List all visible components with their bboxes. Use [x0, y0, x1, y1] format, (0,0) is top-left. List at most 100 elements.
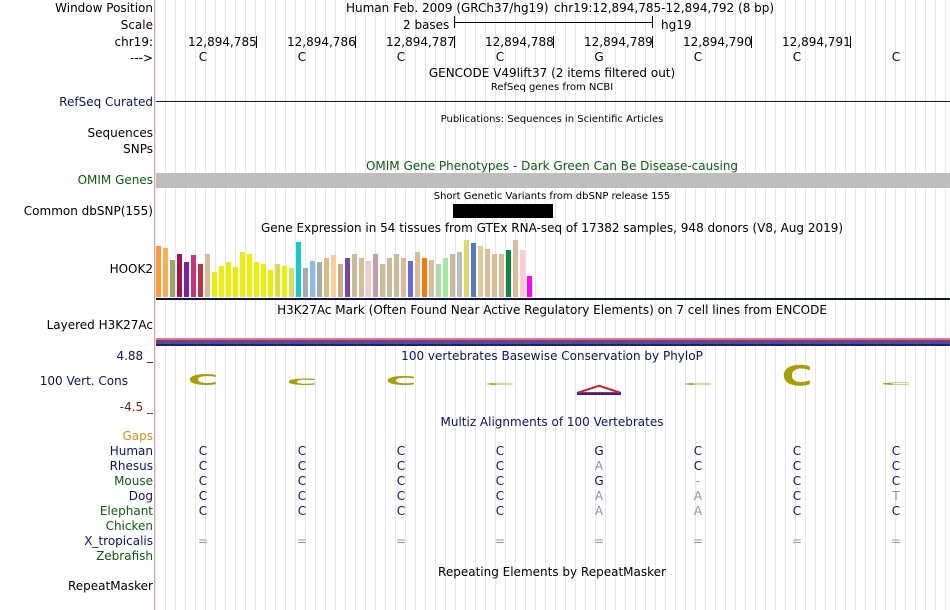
dbsnp-label[interactable]: Common dbSNP(155): [23, 204, 153, 218]
coordinate-tick-label: 12,894,788: [485, 35, 554, 49]
gtex-tissue-bar: [289, 268, 294, 297]
repeatmasker-label[interactable]: RepeatMasker: [67, 579, 153, 593]
gtex-tissue-bar: [387, 258, 392, 297]
gtex-tissue-bar: [233, 267, 238, 297]
refseq-track-subtitle[interactable]: RefSeq genes from NCBI: [490, 82, 614, 93]
gtex-tissue-bar: [373, 254, 378, 297]
sequences-label[interactable]: Sequences: [87, 126, 153, 140]
phylop-base-glyph: C: [683, 382, 714, 385]
h3k27ac-label[interactable]: Layered H3K27Ac: [46, 318, 153, 332]
coordinate-tick: [652, 36, 653, 48]
alignment-base: =: [890, 534, 902, 548]
scale-label: Scale: [120, 18, 153, 32]
species-label[interactable]: X_tropicalis: [84, 534, 153, 548]
alignment-base: C: [198, 474, 208, 488]
repeatmasker-track-title[interactable]: Repeating Elements by RepeatMasker: [438, 565, 666, 579]
alignment-base: -: [695, 474, 701, 488]
gtex-tissue-bar: [436, 264, 441, 297]
gtex-tissue-bar: [366, 261, 371, 297]
species-label[interactable]: Mouse: [114, 474, 153, 488]
coordinate-tick-label: 12,894,787: [386, 35, 455, 49]
hook2-label[interactable]: HOOK2: [109, 262, 153, 276]
species-label[interactable]: Human: [109, 444, 153, 458]
alignment-base: C: [693, 459, 703, 473]
alignment-base: C: [891, 444, 901, 458]
gtex-tissue-bar: [457, 252, 462, 297]
coordinate-tick-label: 12,894,791: [782, 35, 851, 49]
reference-base: C: [396, 50, 406, 64]
species-label[interactable]: Zebrafish: [96, 549, 153, 563]
alignment-base: C: [792, 504, 802, 518]
coordinate-tick: [553, 36, 554, 48]
alignment-base: G: [594, 444, 604, 458]
snps-label[interactable]: SNPs: [123, 142, 153, 156]
species-label[interactable]: Rhesus: [109, 459, 153, 473]
gtex-tissue-bar: [240, 252, 245, 297]
coordinate-tick-label: 12,894,786: [287, 35, 356, 49]
omim-genes-label[interactable]: OMIM Genes: [77, 173, 153, 187]
gtex-tissue-bar: [471, 243, 476, 297]
gtex-tissue-bar: [324, 258, 329, 297]
gtex-tissue-bar: [191, 255, 196, 297]
alignment-base: G: [594, 474, 604, 488]
gtex-bar-chart[interactable]: [155, 236, 535, 298]
publications-track-title[interactable]: Publications: Sequences in Scientific Ar…: [440, 114, 664, 125]
gtex-tissue-bar: [219, 266, 224, 297]
gtex-tissue-bar: [415, 252, 420, 297]
alignment-base: =: [692, 534, 704, 548]
alignment-base: =: [296, 534, 308, 548]
alignment-base: C: [495, 504, 505, 518]
h3k27ac-track-title[interactable]: H3K27Ac Mark (Often Found Near Active Re…: [277, 303, 827, 317]
gtex-tissue-bar: [394, 254, 399, 297]
species-label[interactable]: Chicken: [105, 519, 153, 533]
gaps-label[interactable]: Gaps: [122, 429, 153, 443]
alignment-base: C: [891, 474, 901, 488]
h3k27ac-signal[interactable]: [156, 338, 950, 346]
multiz-track-title[interactable]: Multiz Alignments of 100 Vertebrates: [440, 415, 664, 429]
coordinate-tick-label: 12,894,785: [188, 35, 257, 49]
dbsnp-track-title[interactable]: Short Genetic Variants from dbSNP releas…: [433, 191, 671, 202]
gtex-tissue-bar: [205, 254, 210, 297]
alignment-base: C: [297, 474, 307, 488]
cons-label[interactable]: 100 Vert. Cons: [39, 374, 128, 388]
dbsnp-variant[interactable]: [453, 204, 553, 218]
gtex-tissue-bar: [520, 250, 525, 297]
coordinate-tick: [256, 36, 257, 48]
gtex-tissue-bar: [275, 264, 280, 297]
alignment-base: C: [297, 489, 307, 503]
refseq-label[interactable]: RefSeq Curated: [59, 95, 153, 109]
alignment-base: A: [594, 489, 604, 503]
gencode-track-title[interactable]: GENCODE V49lift37 (2 items filtered out): [428, 66, 676, 80]
phylop-base-glyph: C: [386, 374, 417, 388]
phylop-track-title[interactable]: 100 vertebrates Basewise Conservation by…: [401, 349, 703, 363]
alignment-base: C: [396, 444, 406, 458]
alignment-base: C: [198, 444, 208, 458]
alignment-base: C: [396, 504, 406, 518]
omim-gene-bar[interactable]: [156, 173, 950, 188]
alignment-base: C: [396, 474, 406, 488]
species-label[interactable]: Dog: [128, 489, 153, 503]
gtex-tissue-bar: [156, 246, 161, 297]
reference-base: G: [594, 50, 604, 64]
alignment-base: C: [198, 504, 208, 518]
alignment-base: C: [495, 459, 505, 473]
gtex-track-title[interactable]: Gene Expression in 54 tissues from GTEx …: [260, 221, 844, 235]
gtex-tissue-bar: [485, 249, 490, 297]
alignment-base: C: [495, 474, 505, 488]
window-position-label: Window Position: [55, 1, 153, 15]
alignment-base: =: [593, 534, 605, 548]
species-label[interactable]: Elephant: [99, 504, 153, 518]
position-title: chr19:12,894,785-12,894,792 (8 bp): [554, 1, 775, 15]
coordinate-tick: [850, 36, 851, 48]
gtex-tissue-bar: [310, 261, 315, 297]
gtex-tissue-bar: [450, 254, 455, 297]
omim-track-title[interactable]: OMIM Gene Phenotypes - Dark Green Can Be…: [365, 159, 739, 173]
refseq-line[interactable]: [156, 101, 950, 102]
alignment-base: A: [693, 504, 703, 518]
reference-base: C: [792, 50, 802, 64]
phylop-base-glyph: C: [485, 382, 516, 385]
gtex-tissue-bar: [422, 258, 427, 297]
gtex-tissue-bar: [212, 272, 217, 297]
